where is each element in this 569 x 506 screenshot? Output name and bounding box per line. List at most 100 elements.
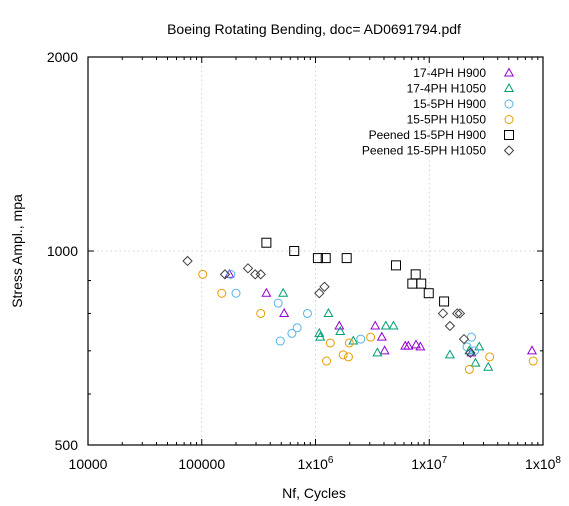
data-point [410, 339, 422, 349]
data-point [470, 346, 480, 356]
legend-marker [503, 67, 515, 77]
data-point [325, 338, 335, 348]
data-point [287, 328, 297, 338]
data-point [356, 334, 366, 344]
data-point [323, 307, 334, 317]
data-point [338, 350, 348, 360]
data-point [343, 352, 353, 362]
data-point [319, 281, 330, 292]
x-tick-label: 10000 [69, 456, 108, 472]
legend-marker [504, 115, 514, 124]
legend-label: 17-4PH H900 [413, 66, 486, 80]
data-point [462, 342, 472, 352]
data-point [261, 287, 272, 297]
data-point [279, 307, 290, 317]
data-point [444, 349, 455, 359]
data-point [217, 288, 227, 298]
legend-label: Peened 15-5PH H1050 [362, 144, 486, 158]
legend-marker [503, 145, 515, 156]
data-point [423, 288, 434, 299]
data-point [261, 237, 272, 248]
data-point [416, 278, 427, 289]
data-point [372, 347, 383, 357]
data-point [278, 287, 289, 297]
data-point [273, 298, 283, 308]
data-point [485, 352, 495, 362]
data-point [458, 333, 470, 345]
data-point [312, 253, 323, 264]
y-tick-label: 1000 [47, 243, 78, 259]
data-point [231, 288, 241, 298]
data-point [314, 327, 325, 337]
data-point [226, 269, 236, 279]
data-point [370, 320, 381, 330]
data-point [466, 332, 476, 342]
data-point [483, 361, 494, 371]
data-point [415, 341, 426, 351]
legend-label: Peened 15-5PH H900 [369, 128, 487, 142]
data-point [451, 308, 463, 319]
data-point [335, 325, 346, 336]
data-point [464, 345, 475, 355]
data-point [379, 345, 390, 355]
y-axis-title: Stress Ampl., mpa [9, 194, 25, 308]
legend-label: 15-5PH H1050 [407, 113, 487, 127]
data-point [256, 308, 266, 318]
x-axis-title: Nf, Cycles [282, 485, 346, 501]
data-point [242, 263, 254, 274]
data-point [526, 345, 538, 355]
grid-layer [88, 57, 543, 445]
data-point [289, 246, 300, 256]
data-point [302, 308, 312, 318]
data-point [320, 253, 331, 264]
data-point [380, 320, 391, 330]
data-point [219, 269, 231, 280]
points-layer [182, 237, 538, 374]
data-point [341, 253, 352, 264]
data-point [444, 320, 456, 332]
y-tick-label: 500 [55, 437, 79, 453]
data-point [465, 347, 476, 359]
data-point [388, 320, 399, 330]
data-point [403, 340, 414, 350]
chart-title: Boeing Rotating Bending, doc= AD0691794.… [167, 21, 461, 37]
legend-label: 17-4PH H1050 [407, 82, 487, 96]
series-4 [261, 237, 450, 307]
data-point [470, 357, 481, 367]
x-tick-label: 1x106 [298, 455, 334, 472]
data-point [315, 331, 326, 341]
legend-marker [503, 82, 515, 92]
series-1 [278, 287, 494, 371]
data-point [366, 332, 376, 342]
data-point [454, 308, 466, 319]
data-point [528, 356, 538, 366]
data-point [322, 356, 332, 366]
data-point [314, 288, 325, 299]
data-point [464, 364, 474, 374]
data-point [437, 308, 449, 319]
data-point [255, 269, 266, 280]
x-tick-label: 100000 [178, 456, 225, 472]
series-0 [224, 268, 538, 357]
data-point [474, 341, 485, 351]
series-2 [226, 269, 480, 356]
data-point [275, 336, 285, 346]
legend-label: 15-5PH H900 [413, 97, 486, 111]
data-point [376, 331, 387, 341]
data-point [390, 260, 401, 271]
tick-layer: 10000 100000 1x106 1x107 1x108 500 1000 2000 [47, 49, 562, 472]
legend-marker [504, 99, 514, 109]
series-5 [182, 255, 476, 359]
data-point [344, 338, 354, 348]
legend-marker [504, 130, 514, 140]
data-point [198, 269, 208, 279]
x-tick-label: 1x107 [411, 455, 447, 472]
series-3 [198, 269, 538, 374]
x-tick-label: 1x108 [525, 455, 561, 472]
data-point [439, 296, 450, 307]
data-point [182, 255, 193, 267]
